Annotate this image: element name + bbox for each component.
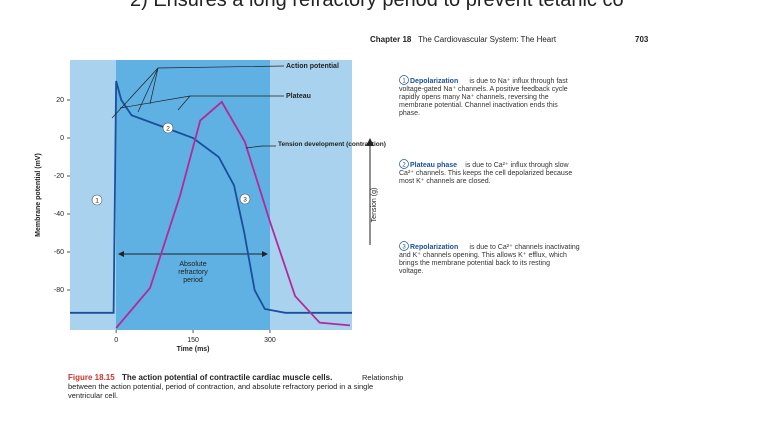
caption-text: between the action potential, period of …: [68, 382, 373, 391]
callout: [119, 95, 284, 111]
phase-title: Repolarization: [410, 244, 458, 251]
x-tick-label: 150: [187, 337, 199, 344]
figure-label: Figure 18.15: [68, 373, 115, 382]
refractory-label: period: [183, 277, 203, 284]
y-tick-label: -60: [54, 249, 64, 256]
series-label: Tension development (contraction): [278, 141, 386, 148]
figure-title: The action potential of contractile card…: [122, 373, 332, 382]
phase-number: 3: [402, 245, 406, 251]
phase-title: Depolarization: [410, 78, 458, 85]
phase-text: most K⁺ channels are closed.: [399, 178, 491, 185]
phase-text: voltage.: [399, 268, 424, 275]
refractory-label: Absolute: [179, 261, 206, 268]
y-tick-label: 0: [60, 135, 64, 142]
phase-marker: [399, 241, 409, 251]
y-tick-label: -40: [54, 211, 64, 218]
x-tick-label: 0: [114, 337, 118, 344]
phase-text: membrane potential. Channel inactivation…: [399, 102, 558, 109]
phase-text: and K⁺ channels opening. This allows K⁺ …: [399, 252, 567, 259]
phase-text: rapidly opens many Na⁺ channels, reversi…: [399, 94, 549, 101]
caption-text: ventricular cell.: [68, 391, 118, 400]
refractory-label: refractory: [178, 269, 208, 276]
x-axis-label: Time (ms): [177, 346, 210, 353]
series-line: [115, 100, 351, 329]
y-tick-label: -20: [54, 173, 64, 180]
series-line: [70, 80, 352, 314]
chapter: Chapter 18: [370, 35, 412, 44]
phase-title: Plateau phase: [410, 162, 457, 169]
caption: Figure 18.15 The action potential of cont…: [68, 373, 403, 400]
y-tick-label: 20: [56, 97, 64, 104]
annotation: Plateau: [286, 93, 311, 100]
phase-marker: [239, 193, 251, 205]
series-label: Action potential: [286, 63, 339, 70]
phase-text: is due to Ca²⁺ influx through slow: [465, 162, 569, 169]
phase-text: is due to Ca²⁺ channels inactivating: [469, 244, 579, 251]
side-notes: 1 Depolarization is due to Na⁺ influx thro…: [399, 75, 580, 275]
phase-marker: [399, 75, 409, 85]
y2-arrowhead: [366, 138, 374, 146]
phase-text: phase.: [399, 110, 420, 117]
phase-marker: [91, 194, 103, 206]
phase-marker: [162, 122, 174, 134]
phase-number: 2: [402, 163, 406, 169]
phase-number: 3: [243, 197, 247, 204]
phase-number: 1: [402, 79, 406, 85]
phase-text: Ca²⁺ channels. This keeps the cell depol…: [399, 170, 572, 177]
page-number: 703: [635, 35, 649, 44]
y-tick-label: -80: [54, 287, 64, 294]
page-note: 2) Ensures a long refractory period to p…: [130, 0, 624, 11]
chart: 20 0 -20 -40 -60 -80 0 150 300 Time (ms) Membrane …: [35, 60, 386, 353]
phase-number: 2: [166, 126, 170, 133]
x-tick-label: 300: [264, 337, 276, 344]
y-axis-label: Membrane potential (mV): [35, 153, 42, 237]
callout: [245, 145, 276, 149]
phase-text: voltage-gated Na⁺ channels. A positive f…: [399, 86, 568, 93]
phase-text: is due to Na⁺ influx through fast: [469, 78, 567, 85]
phase-number: 1: [95, 198, 99, 205]
chapter-title: The Cardiovascular System: The Heart: [418, 35, 557, 44]
caption-text: Relationship: [362, 373, 403, 382]
phase-marker: [399, 159, 409, 169]
y2-axis-label: Tension (g): [371, 188, 378, 223]
phase-text: brings the membrane potential back to it…: [399, 260, 550, 267]
